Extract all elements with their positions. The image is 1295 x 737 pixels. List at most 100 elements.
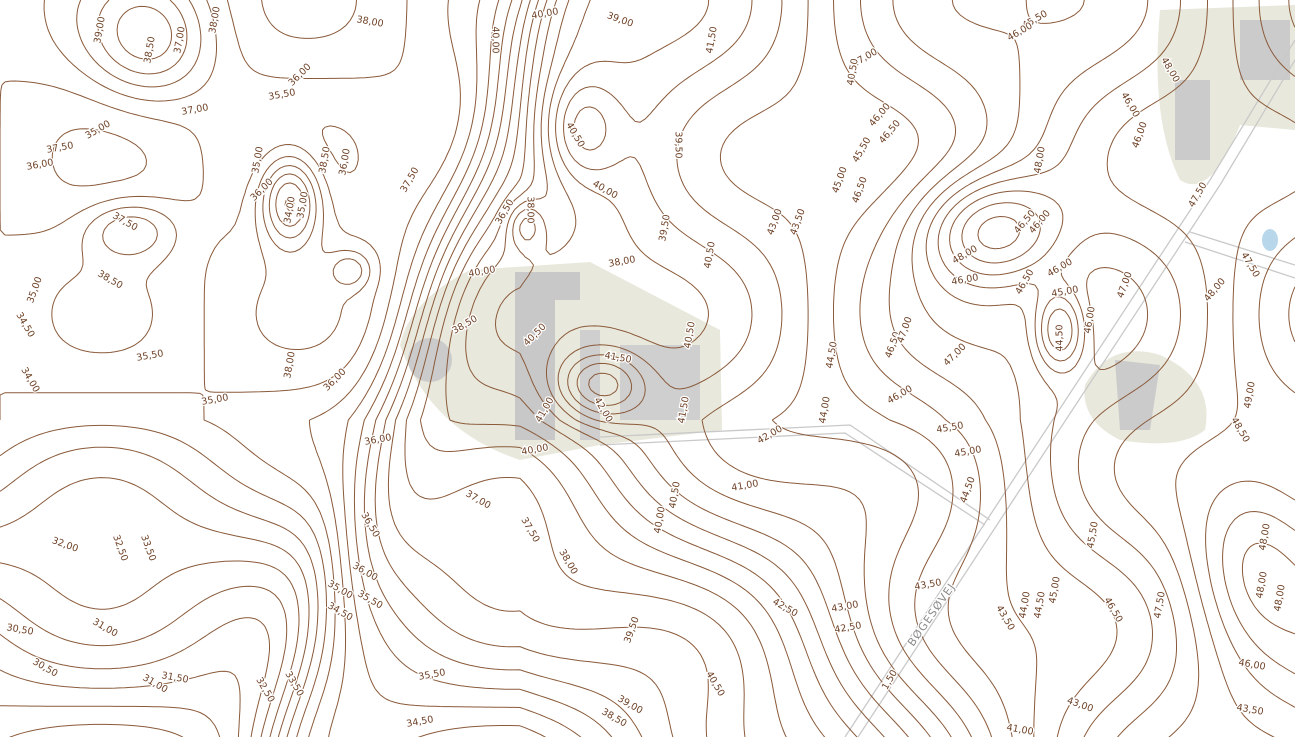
contour-label: 48,00 bbox=[950, 243, 979, 266]
contour-label: 48,00 bbox=[1254, 571, 1270, 600]
contour-label: 45,00 bbox=[830, 165, 850, 194]
contour-label: 45,50 bbox=[850, 135, 873, 164]
contour-label: 41,00 bbox=[1006, 722, 1035, 737]
contour-label: 36,00 bbox=[350, 560, 379, 583]
contour-line bbox=[43, 0, 547, 737]
pond bbox=[1262, 229, 1278, 251]
contour-line bbox=[404, 0, 746, 737]
contour-label: 44,50 bbox=[958, 475, 978, 504]
contour-label: 44,00 bbox=[817, 396, 833, 425]
contour-label: 48,50 bbox=[1228, 415, 1251, 444]
contour-line bbox=[567, 0, 952, 737]
building bbox=[1115, 360, 1160, 430]
contour-label: 43,50 bbox=[914, 577, 943, 593]
contour-line bbox=[888, 0, 1038, 737]
contour-label: 38,50 bbox=[599, 706, 628, 729]
contour-label: 41,00 bbox=[731, 478, 760, 494]
contour-line bbox=[495, 0, 885, 737]
contour-label: 46,00 bbox=[1118, 90, 1141, 119]
contour-label: 38,50 bbox=[95, 268, 124, 291]
contour-label: 46,00 bbox=[1238, 657, 1267, 673]
contour-label: 39,50 bbox=[622, 615, 642, 644]
contour-line bbox=[8, 723, 184, 737]
contour-label: 34,00 bbox=[18, 365, 41, 394]
contour-label: 37,00 bbox=[172, 26, 188, 55]
contour-line bbox=[445, 0, 826, 737]
contour-label: 35,50 bbox=[136, 348, 165, 364]
contour-label: 49,00 bbox=[1242, 381, 1258, 410]
building bbox=[1175, 20, 1290, 160]
contour-label: 45,00 bbox=[1047, 576, 1063, 605]
contour-line bbox=[0, 705, 221, 737]
contour-label: 38,00 bbox=[356, 14, 385, 30]
contour-label: 48,00 bbox=[1257, 523, 1273, 552]
contour-line bbox=[588, 0, 993, 737]
contour-label: 43,00 bbox=[1065, 695, 1094, 715]
contour-label: 43,50 bbox=[1236, 702, 1265, 718]
contour-label: 34,00 bbox=[282, 196, 298, 225]
contour-line bbox=[1222, 0, 1295, 675]
contour-line bbox=[0, 182, 305, 737]
contour-label: 47,50 bbox=[1152, 591, 1168, 620]
road bbox=[857, 59, 1295, 737]
contour-line bbox=[0, 196, 295, 737]
contour-label: 45,00 bbox=[954, 444, 983, 460]
contour-label: 37,50 bbox=[110, 210, 139, 233]
contour-label: 37,50 bbox=[46, 140, 75, 156]
contour-label: 35,00 bbox=[25, 275, 45, 304]
contour-label: 38,00 bbox=[282, 351, 298, 380]
contour-label: 38,50 bbox=[142, 36, 158, 65]
contour-line bbox=[0, 165, 363, 737]
contour-label: 46,00 bbox=[1082, 306, 1098, 335]
contour-line bbox=[977, 0, 1295, 708]
contour-label: 40,00 bbox=[531, 6, 560, 22]
contour-line bbox=[387, 0, 709, 737]
contour-label: 43,00 bbox=[765, 207, 785, 236]
contour-label: 32,50 bbox=[253, 675, 276, 704]
contour-label: 47,00 bbox=[941, 341, 968, 368]
contour-label: 35,00 bbox=[83, 118, 112, 141]
contour-label: 1,50 bbox=[880, 668, 900, 692]
contour-label: 37,00 bbox=[181, 102, 210, 118]
contour-label: 44,50 bbox=[824, 341, 840, 370]
contour-line bbox=[1241, 542, 1295, 635]
contour-line bbox=[465, 0, 858, 737]
contour-line bbox=[911, 0, 1118, 737]
contour-line bbox=[0, 617, 270, 737]
contour-label: 33,50 bbox=[138, 533, 158, 562]
contour-label: 47,50 bbox=[1238, 250, 1261, 279]
contour-label: 37,00 bbox=[463, 488, 492, 511]
built-areas bbox=[400, 5, 1295, 460]
contour-label: 35,00 bbox=[201, 392, 230, 408]
contour-label: 46,00 bbox=[1045, 256, 1074, 279]
contour-line bbox=[0, 669, 241, 737]
contour-label: 37,50 bbox=[398, 165, 421, 194]
contour-label: 32,50 bbox=[110, 533, 130, 562]
contour-label: 37,50 bbox=[518, 515, 541, 544]
contour-label: 39,50 bbox=[673, 131, 684, 158]
contour-label: 40,00 bbox=[521, 442, 550, 458]
contour-label: 44,00 bbox=[1017, 591, 1033, 620]
contour-line bbox=[0, 0, 408, 737]
contour-label: 40,50 bbox=[845, 58, 861, 87]
contour-label: 44,50 bbox=[1055, 324, 1066, 351]
contour-line bbox=[576, 0, 973, 737]
contour-label: 46,50 bbox=[1101, 595, 1124, 624]
contour-label: 48,00 bbox=[1032, 146, 1048, 175]
contour-label: 36,50 bbox=[358, 510, 381, 539]
road-name: BØGESØVEJ bbox=[905, 581, 958, 649]
contour-line bbox=[949, 0, 1208, 737]
contour-label: 43,50 bbox=[788, 207, 808, 236]
contour-label: 47,00 bbox=[895, 315, 915, 344]
contour-label: 31,00 bbox=[90, 616, 119, 639]
contour-label: 39,00 bbox=[615, 693, 644, 716]
contour-label: 45,00 bbox=[1051, 284, 1080, 300]
contour-line bbox=[97, 0, 613, 737]
contour-label: 38,00 bbox=[556, 547, 579, 576]
contour-label: 38,50 bbox=[317, 146, 333, 175]
contour-line bbox=[116, 0, 643, 737]
contour-label: 35,50 bbox=[268, 87, 297, 103]
contour-line bbox=[519, 0, 909, 737]
